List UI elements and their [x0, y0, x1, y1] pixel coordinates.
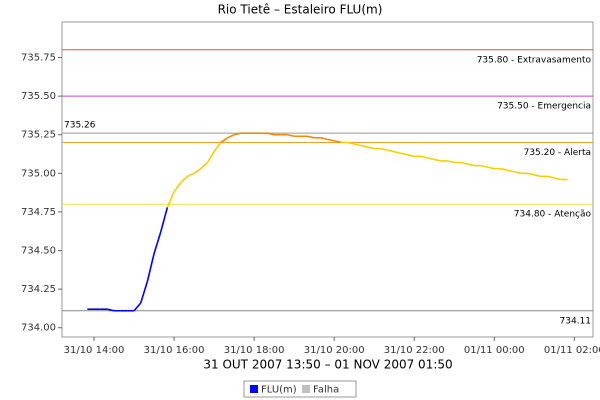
- line-segment: [367, 146, 375, 150]
- x-tick-label: 31/10 22:00: [384, 345, 445, 356]
- line-segment: [354, 143, 362, 147]
- line-segment: [327, 138, 335, 142]
- x-tick-label: 31/10 18:00: [224, 345, 285, 356]
- line-segment: [434, 158, 442, 162]
- line-segment: [387, 149, 395, 153]
- line-segment: [146, 253, 155, 282]
- y-tick-label: 735.50: [21, 91, 56, 102]
- y-tick-label: 735.75: [21, 53, 56, 64]
- threshold-label: 735.20 - Alerta: [524, 148, 591, 158]
- plot-area: [61, 21, 594, 338]
- threshold-label: 734.11: [560, 316, 592, 326]
- x-tick-label: 01/11 02:00: [544, 345, 600, 356]
- legend-label: Falha: [313, 385, 339, 396]
- x-tick-label: 31/10 16:00: [144, 345, 205, 356]
- line-segment: [139, 281, 149, 304]
- line-segment: [233, 132, 241, 136]
- x-tick-label: 31/10 20:00: [304, 345, 365, 356]
- threshold-label: 734.80 - Atenção: [514, 210, 592, 220]
- line-segment: [159, 207, 169, 233]
- line-segment: [447, 160, 455, 164]
- line-segment: [467, 163, 475, 167]
- x-tick-label: 31/10 14:00: [64, 345, 125, 356]
- line-segment: [420, 155, 428, 159]
- line-segment: [133, 302, 142, 312]
- threshold-label: 735.26: [64, 121, 96, 131]
- line-segment: [153, 231, 162, 254]
- legend-swatch: [302, 385, 310, 393]
- y-tick-label: 734.25: [21, 284, 56, 295]
- line-segment: [173, 182, 182, 193]
- line-segment: [180, 175, 188, 184]
- line-segment: [394, 150, 402, 155]
- y-tick-label: 735.25: [21, 130, 56, 141]
- line-segment: [507, 169, 515, 173]
- chart-title: Rio Tietê – Estaleiro FLU(m): [218, 3, 383, 17]
- y-tick-label: 734.50: [21, 246, 56, 257]
- line-segment: [333, 140, 342, 144]
- line-segment: [320, 137, 328, 141]
- line-segment: [193, 168, 202, 174]
- x-axis-label: 31 OUT 2007 13:50 – 01 NOV 2007 01:50: [203, 358, 452, 372]
- legend-swatch: [250, 385, 258, 393]
- line-segment: [380, 147, 388, 151]
- line-segment: [347, 141, 355, 145]
- line-segment: [220, 137, 228, 144]
- line-segment: [500, 167, 508, 172]
- legend-box: [243, 380, 357, 398]
- line-segment: [307, 135, 315, 139]
- line-segment: [200, 161, 208, 170]
- line-segment: [407, 154, 415, 158]
- line-segment: [547, 175, 555, 179]
- x-tick-label: 01/11 00:00: [464, 345, 525, 356]
- y-tick-label: 734.75: [21, 207, 56, 218]
- line-segment: [360, 144, 368, 148]
- threshold-label: 735.80 - Extravasamento: [477, 55, 592, 65]
- line-segment: [487, 166, 495, 170]
- line-segment: [480, 164, 488, 168]
- line-segment: [166, 191, 175, 208]
- line-segment: [400, 152, 408, 156]
- line-segment: [427, 157, 435, 161]
- line-segment: [187, 172, 195, 178]
- line-segment: [287, 133, 295, 138]
- threshold-label: 735.50 - Emergencia: [497, 102, 591, 112]
- line-segment: [107, 308, 115, 312]
- line-segment: [534, 174, 542, 178]
- line-segment: [227, 133, 235, 139]
- line-segment: [554, 177, 562, 181]
- line-segment: [460, 161, 468, 165]
- line-segment: [213, 141, 222, 153]
- line-segment: [527, 172, 535, 176]
- line-segment: [514, 171, 522, 175]
- line-segment: [267, 132, 275, 136]
- line-segment: [206, 151, 215, 163]
- y-tick-label: 734.00: [21, 323, 56, 334]
- legend-label: FLU(m): [261, 385, 297, 396]
- y-tick-label: 735.00: [21, 168, 56, 179]
